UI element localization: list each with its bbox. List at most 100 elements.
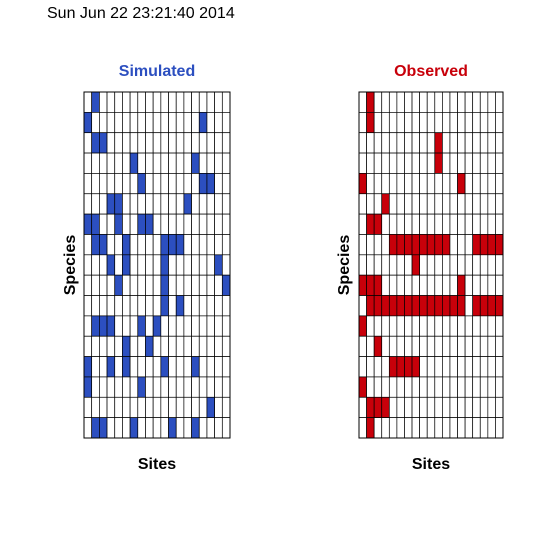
simulated-cell-r6-c16 [206,213,215,235]
observed-cell-r1-c15 [472,111,481,134]
simulated-cell-r2-c8 [145,132,154,154]
simulated-cell-r16-c9 [152,417,162,439]
simulated-cell-r14-c8 [145,376,154,398]
simulated-cell-r15-c14 [191,396,200,418]
simulated-cell-r13-c6 [129,356,139,378]
observed-cell-r10-c17 [487,295,496,317]
simulated-cell-r13-c13 [183,356,192,378]
simulated-cell-r0-c10 [160,91,169,113]
simulated-frame [83,91,231,439]
observed-cell-r14-c9 [426,376,436,398]
observed-cell-r12-c12 [449,335,458,357]
observed-cell-r6-c16 [479,213,489,235]
simulated-cell-r9-c14 [191,274,200,296]
simulated-cell-r5-c9 [152,193,162,215]
observed-cell-r13-c18 [495,356,504,378]
observed-cell-r7-c15 [472,234,481,256]
observed-cell-r13-c14 [464,356,474,378]
observed-cell-r14-c4 [388,376,398,398]
observed-cell-r5-c2 [373,193,383,215]
simulated-cell-r0-c16 [206,91,215,113]
observed-cell-r1-c7 [411,111,420,134]
simulated-cell-r4-c1 [91,173,100,195]
simulated-cell-r7-c9 [152,234,162,256]
simulated-cell-r3-c4 [114,152,123,174]
simulated-cell-r12-c12 [175,335,185,357]
simulated-cell-r12-c0 [83,335,93,357]
simulated-cell-r1-c17 [214,111,223,134]
observed-cell-r13-c17 [487,356,496,378]
simulated-cell-r15-c15 [198,396,208,418]
observed-cell-r6-c3 [381,213,390,235]
observed-cell-r1-c3 [381,111,390,134]
simulated-cell-r5-c17 [214,193,223,215]
simulated-cell-r10-c13 [183,295,192,317]
simulated-cell-r10-c18 [221,295,231,317]
observed-cell-r6-c17 [487,213,496,235]
simulated-cell-r8-c6 [129,254,139,276]
observed-cell-r9-c14 [464,274,474,296]
simulated-cell-r8-c12 [175,254,185,276]
observed-cell-r10-c15 [472,295,481,317]
observed-cell-r8-c6 [404,254,413,276]
observed-cell-r13-c15 [472,356,481,378]
observed-cell-r11-c18 [495,315,504,337]
observed-cell-r15-c1 [366,396,375,418]
simulated-cell-r7-c10 [160,234,169,256]
observed-cell-r4-c2 [373,173,383,195]
simulated-cell-r9-c13 [183,274,192,296]
simulated-cell-r8-c3 [106,254,116,276]
simulated-cell-r9-c8 [145,274,154,296]
simulated-cell-r1-c5 [122,111,131,134]
observed-cell-r5-c8 [419,193,428,215]
observed-cell-r15-c16 [479,396,489,418]
simulated-cell-r6-c3 [106,213,116,235]
simulated-cell-r11-c8 [145,315,154,337]
simulated-cell-r14-c6 [129,376,139,398]
observed-cell-r13-c2 [373,356,383,378]
observed-cell-r15-c7 [411,396,420,418]
observed-cell-r15-c11 [442,396,451,418]
observed-cell-r5-c11 [442,193,451,215]
simulated-cell-r7-c16 [206,234,215,256]
observed-cell-r6-c15 [472,213,481,235]
observed-cell-r7-c1 [366,234,375,256]
observed-cell-r2-c5 [396,132,405,154]
observed-cell-r16-c3 [381,417,390,439]
observed-cell-r6-c18 [495,213,504,235]
observed-cell-r1-c2 [373,111,383,134]
simulated-cell-r15-c4 [114,396,123,418]
simulated-cell-r14-c2 [99,376,108,398]
simulated-cell-r12-c9 [152,335,162,357]
observed-cell-r6-c9 [426,213,436,235]
observed-cell-r8-c5 [396,254,405,276]
observed-cell-r7-c13 [457,234,466,256]
observed-cell-r8-c9 [426,254,436,276]
simulated-cell-r10-c5 [122,295,131,317]
observed-cell-r9-c1 [366,274,375,296]
simulated-cell-r16-c17 [214,417,223,439]
observed-cell-r12-c1 [366,335,375,357]
simulated-cell-r16-c6 [129,417,139,439]
simulated-cell-r9-c10 [160,274,169,296]
simulated-cell-r9-c7 [137,274,146,296]
observed-cell-r3-c13 [457,152,466,174]
simulated-cell-r10-c4 [114,295,123,317]
simulated-cell-r6-c2 [99,213,108,235]
observed-cell-r14-c17 [487,376,496,398]
simulated-cell-r9-c9 [152,274,162,296]
simulated-cell-r14-c13 [183,376,192,398]
simulated-cell-r16-c0 [83,417,93,439]
observed-cell-r7-c5 [396,234,405,256]
observed-cell-r11-c3 [381,315,390,337]
simulated-cell-r7-c5 [122,234,131,256]
observed-cell-r5-c13 [457,193,466,215]
simulated-xlabel: Sites [138,456,176,473]
observed-cell-r3-c17 [487,152,496,174]
simulated-cell-r14-c17 [214,376,223,398]
observed-cell-r7-c18 [495,234,504,256]
observed-cell-r0-c11 [442,91,451,113]
observed-cell-r4-c11 [442,173,451,195]
simulated-cell-r6-c9 [152,213,162,235]
observed-cell-r13-c8 [419,356,428,378]
